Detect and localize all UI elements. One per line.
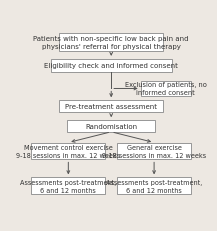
Text: Assessments post-treatment,
6 and 12 months: Assessments post-treatment, 6 and 12 mon… [106,179,202,193]
Text: Exclusion of patients, no
informed consent: Exclusion of patients, no informed conse… [125,82,207,96]
FancyBboxPatch shape [51,60,172,72]
Text: Assessments post-treatment,
6 and 12 months: Assessments post-treatment, 6 and 12 mon… [20,179,117,193]
FancyBboxPatch shape [31,178,105,195]
FancyBboxPatch shape [31,143,105,160]
FancyBboxPatch shape [117,143,191,160]
FancyBboxPatch shape [141,82,191,97]
Text: Randomisation: Randomisation [85,123,137,129]
FancyBboxPatch shape [59,101,163,113]
Text: Eligibility check and informed consent: Eligibility check and informed consent [44,63,178,69]
FancyBboxPatch shape [59,34,163,52]
Text: General exercise
9-18 sessions in max. 12 weeks: General exercise 9-18 sessions in max. 1… [102,144,206,158]
Text: Patients with non-specific low back pain and
physicians' referral for physical t: Patients with non-specific low back pain… [33,36,189,50]
Text: Movement control exercise
9-18 sessions in max. 12 weeks: Movement control exercise 9-18 sessions … [16,144,120,158]
FancyBboxPatch shape [67,121,155,132]
Text: Pre-treatment assessment: Pre-treatment assessment [65,104,157,110]
FancyBboxPatch shape [117,178,191,195]
